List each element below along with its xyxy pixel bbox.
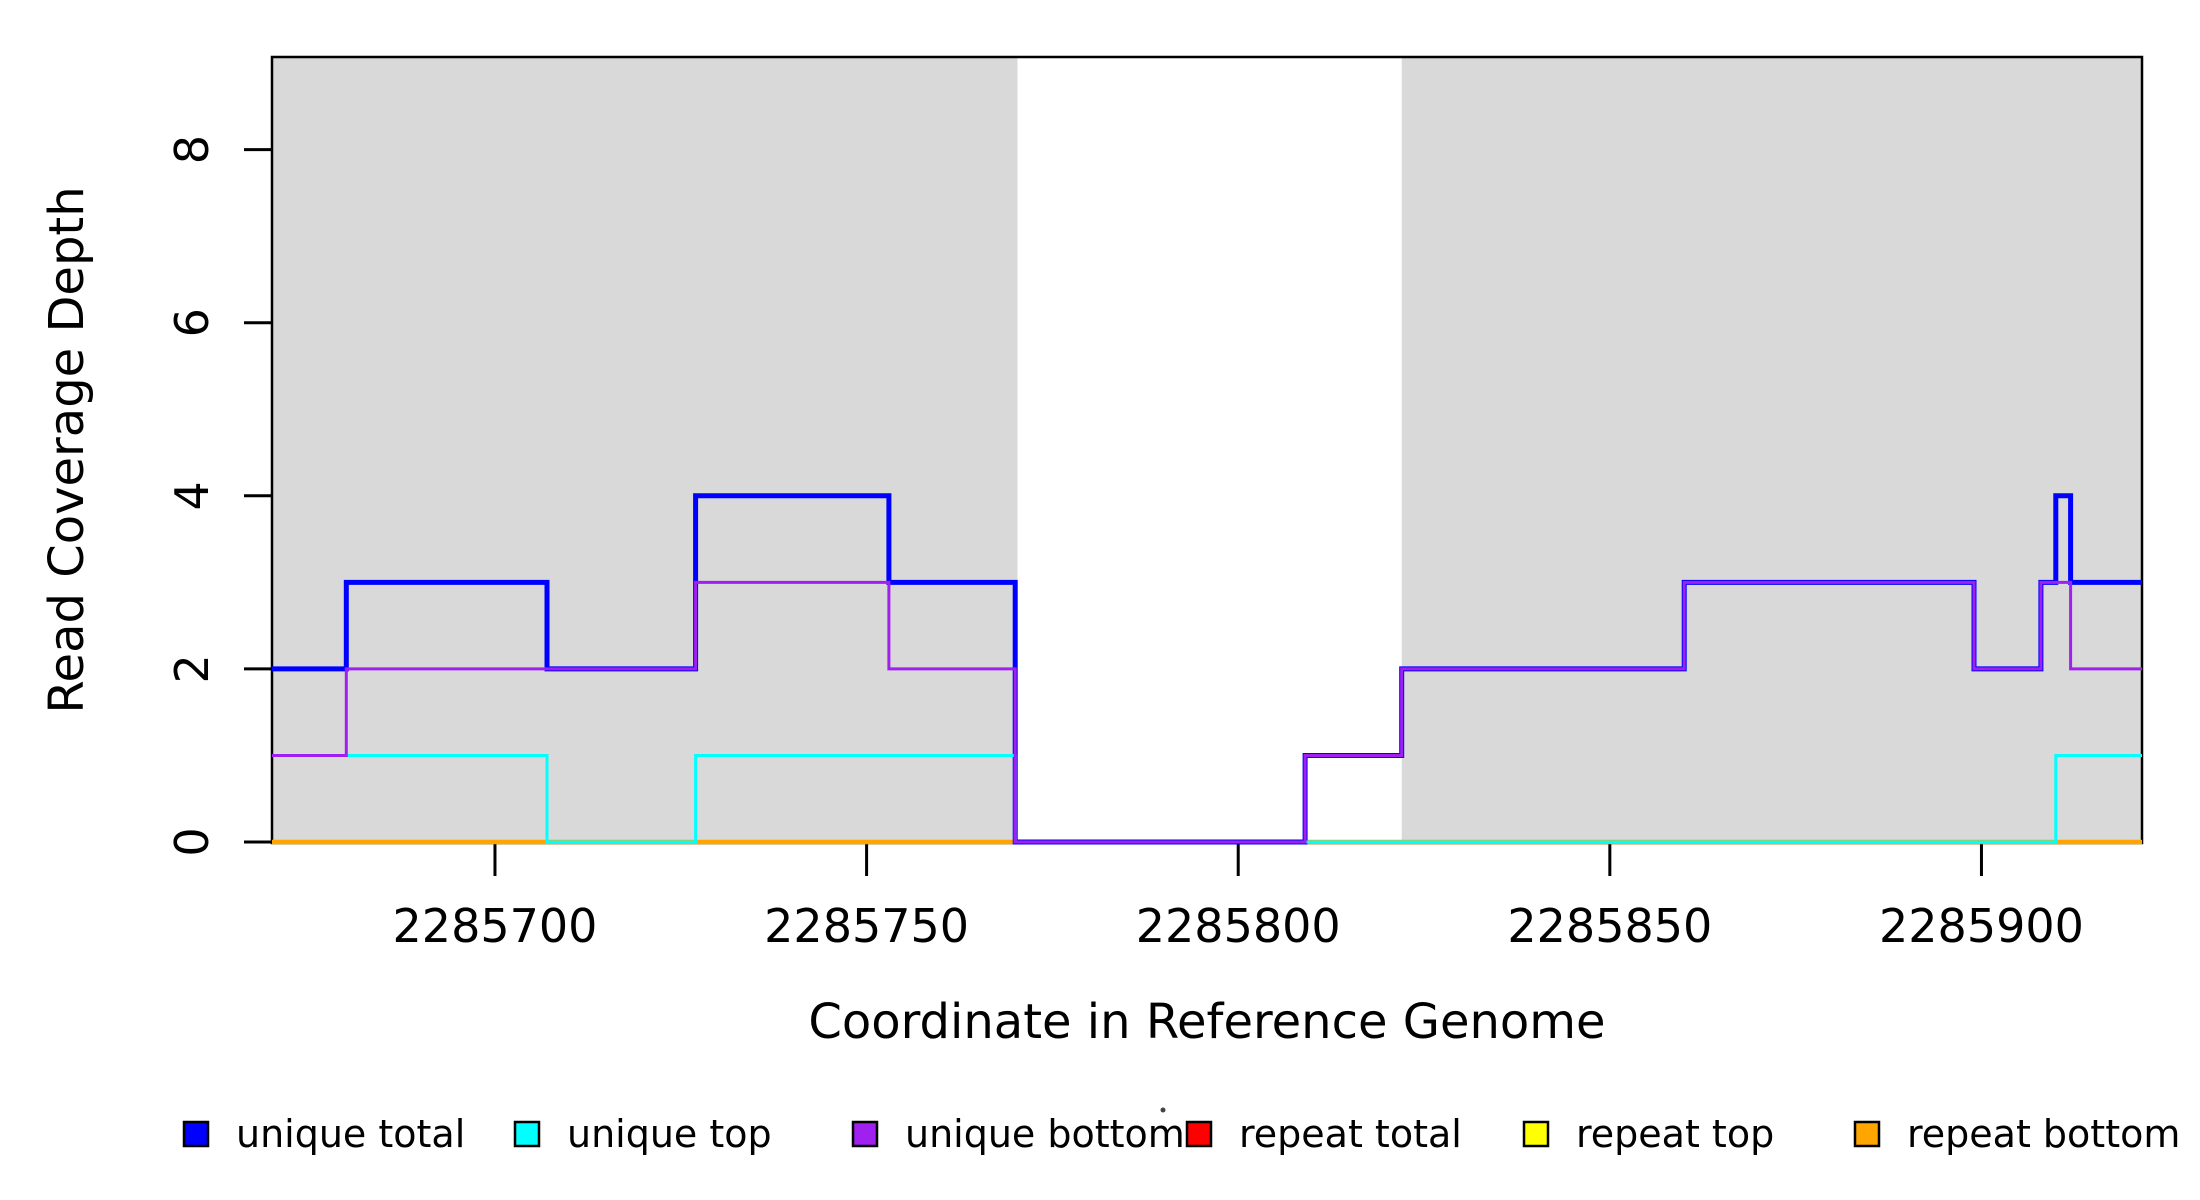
legend-swatch	[1853, 1120, 1881, 1148]
x-tick-label: 2285850	[1507, 899, 1712, 953]
legend-item-repeat-bottom: repeat bottom	[1853, 1112, 2180, 1156]
legend: unique total unique top unique bottom repea…	[182, 1107, 2180, 1156]
x-tick-label: 2285900	[1879, 899, 2084, 953]
legend-item-unique-top: unique top	[513, 1112, 772, 1156]
legend-swatch	[851, 1120, 879, 1148]
legend-item-unique-total: unique total	[182, 1112, 465, 1156]
legend-swatch	[1185, 1120, 1213, 1148]
shaded-regions-layer	[272, 57, 2142, 843]
x-tick-label: 2285800	[1136, 899, 1341, 953]
legend-label: repeat bottom	[1907, 1112, 2180, 1156]
y-tick-label: 4	[165, 481, 219, 510]
y-tick-label: 6	[165, 308, 219, 337]
y-axis-title: Read Coverage Depth	[39, 186, 95, 713]
shaded-region	[1401, 57, 2142, 843]
y-tick-label: 8	[165, 135, 219, 164]
legend-label: repeat total	[1239, 1112, 1462, 1156]
shaded-region	[272, 57, 1018, 843]
y-tick-label: 2	[165, 654, 219, 683]
legend-label: repeat top	[1576, 1112, 1774, 1156]
series-lines-layer	[272, 493, 2142, 845]
x-axis-title: Coordinate in Reference Genome	[808, 994, 1605, 1050]
axis-ticks-layer: 2285700 2285750 2285800 2285850 2285900 0 2 4 6 8	[165, 135, 2084, 953]
y-tick-label: 0	[165, 827, 219, 856]
legend-swatch	[513, 1120, 541, 1148]
legend-label: unique total	[236, 1112, 465, 1156]
legend-swatch	[1522, 1120, 1550, 1148]
legend-item-repeat-total: repeat total	[1185, 1112, 1462, 1156]
legend-swatch	[182, 1120, 210, 1148]
series-line-unique-bottom	[272, 580, 2142, 844]
legend-item-unique-bottom: unique bottom	[851, 1112, 1185, 1156]
x-tick-label: 2285700	[393, 899, 598, 953]
legend-label: unique bottom	[905, 1112, 1185, 1156]
legend-item-repeat-top: repeat top	[1522, 1112, 1774, 1156]
series-line-unique-top	[272, 754, 2142, 844]
x-tick-label: 2285750	[764, 899, 969, 953]
legend-label: unique top	[567, 1112, 772, 1156]
stray-point-marker	[1160, 1107, 1166, 1113]
